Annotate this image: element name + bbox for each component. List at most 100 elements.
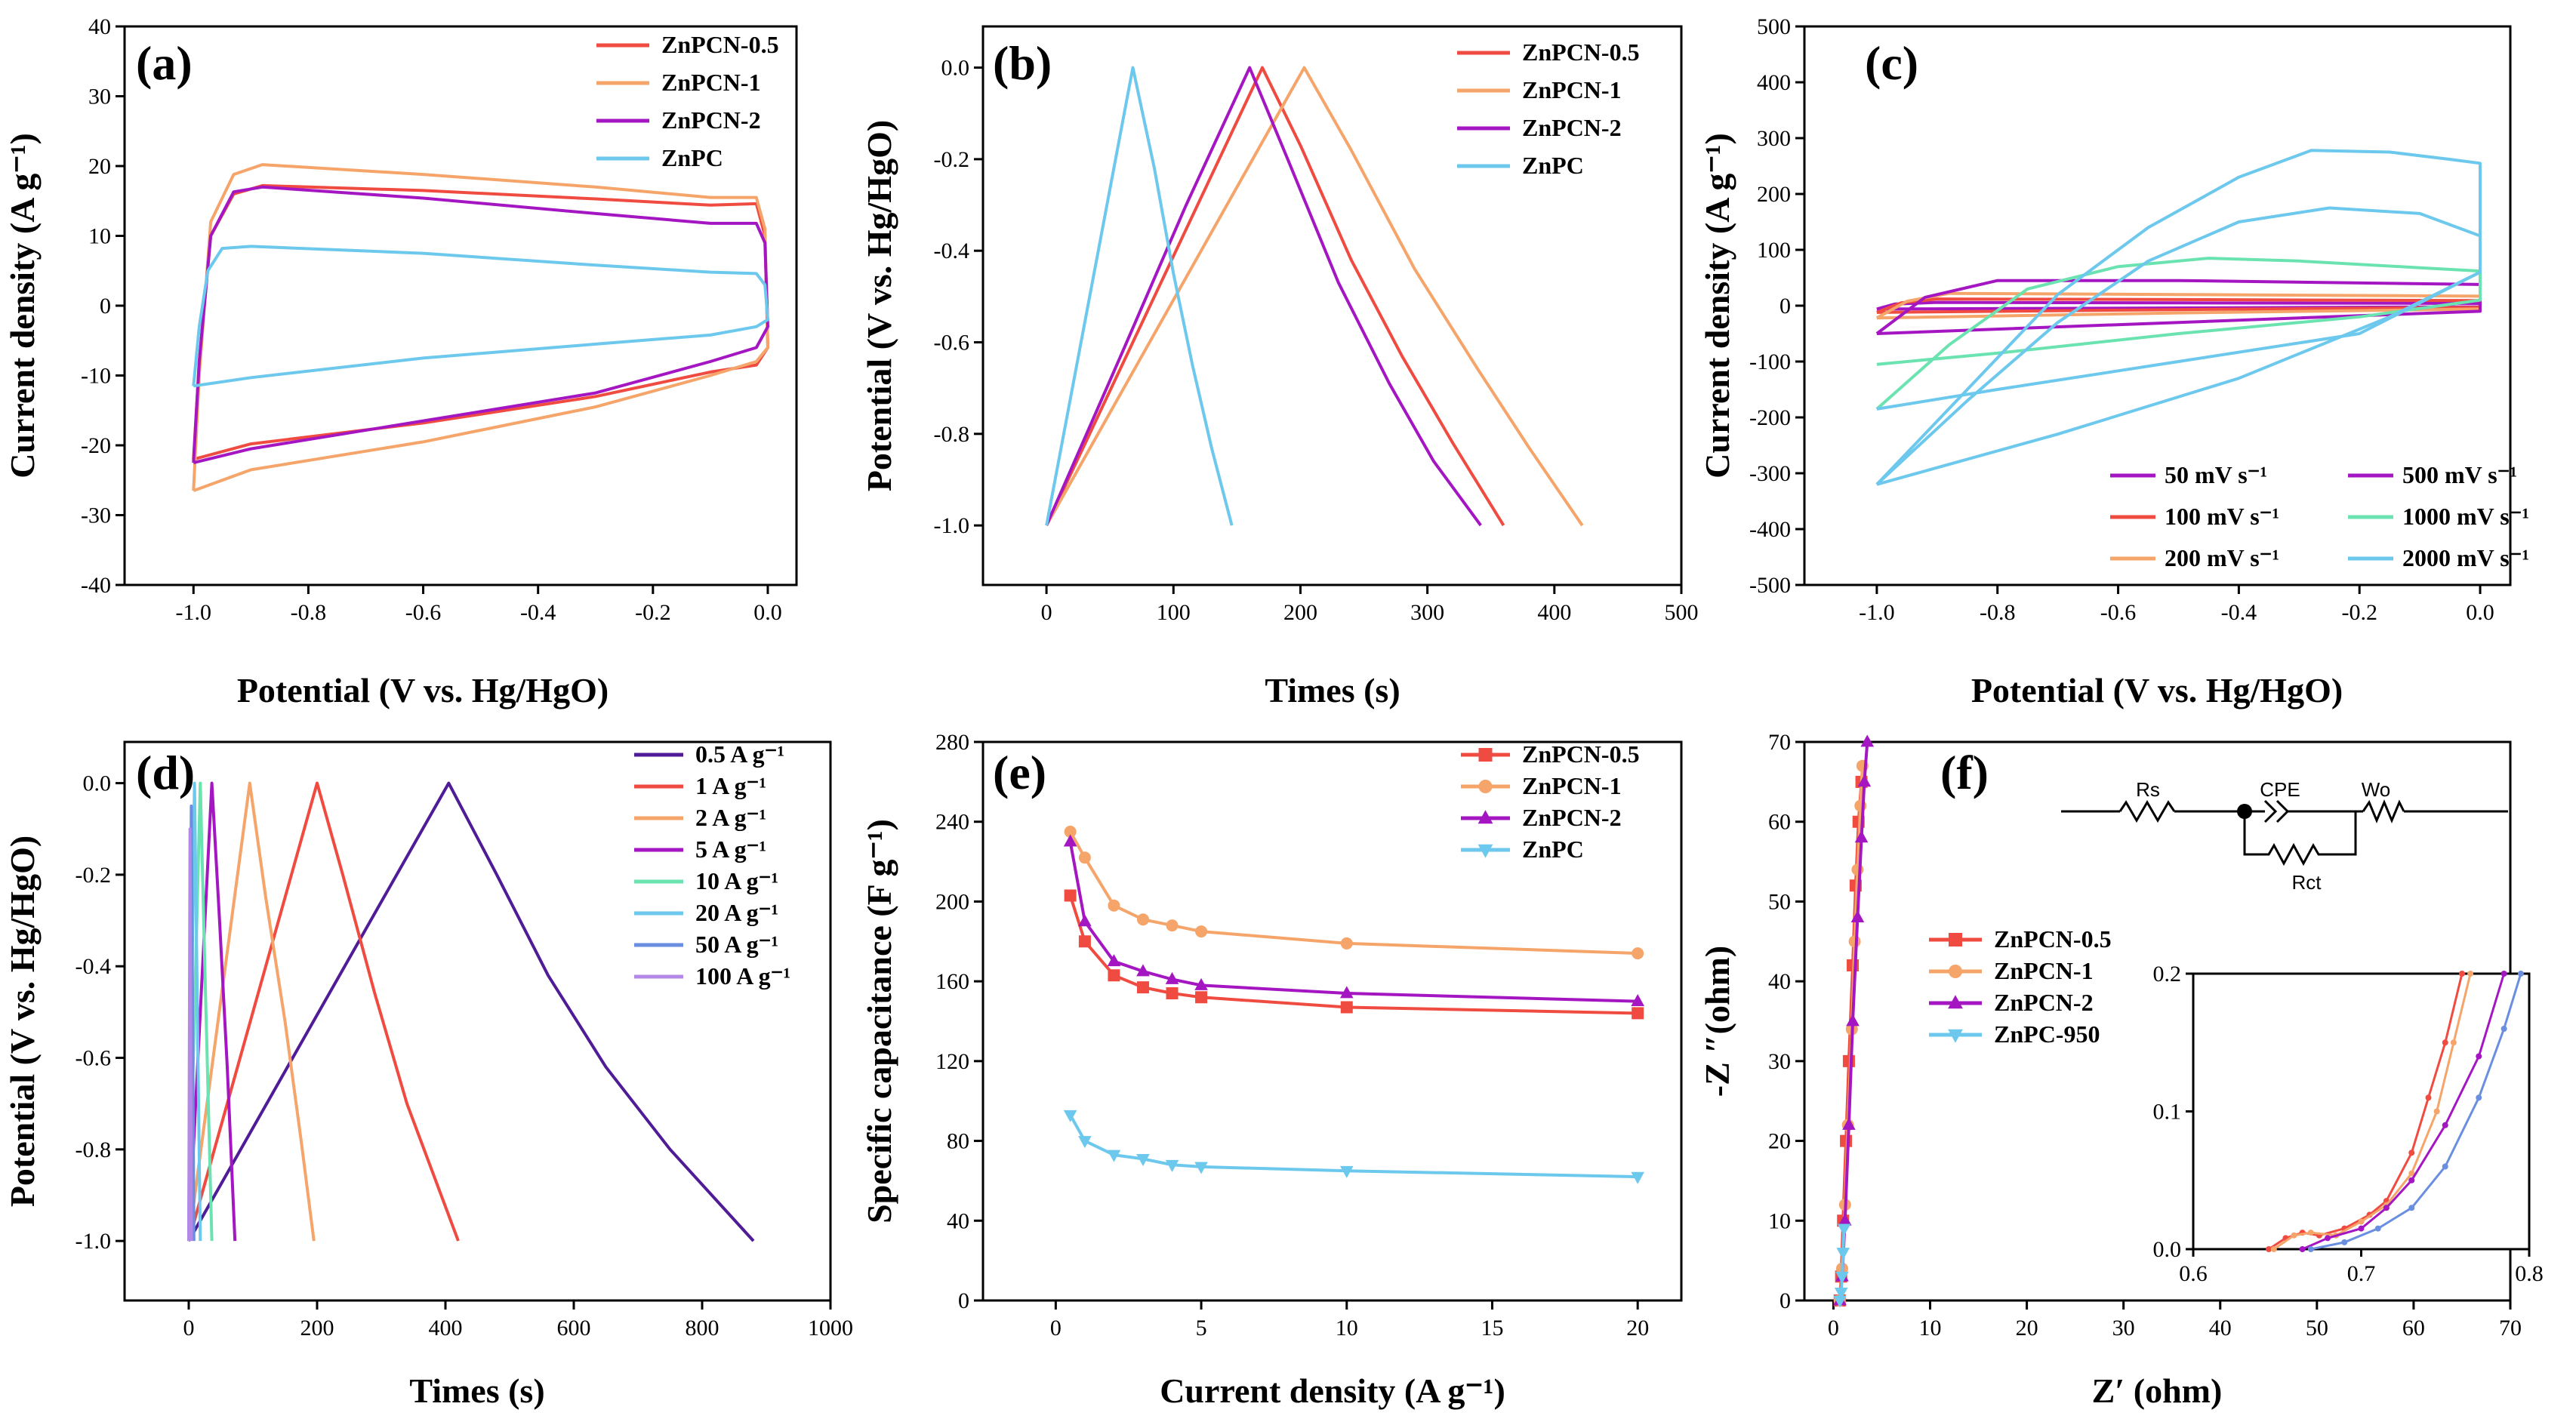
y-tick-label: 200 <box>935 889 969 914</box>
series-line-6 <box>1875 149 2482 486</box>
legend-entry: ZnPCN-1 <box>1522 76 1622 103</box>
series-line-0 <box>187 781 755 1242</box>
y-tick-label: 70 <box>1768 730 1791 755</box>
y-tick-label: -20 <box>81 433 111 458</box>
x-tick-label: 400 <box>1537 600 1571 625</box>
inset-series-line <box>2310 973 2522 1251</box>
data-point <box>1166 987 1179 999</box>
legend-marker <box>1478 810 1493 824</box>
y-axis-label: Potential (V vs. Hg/HgO) <box>3 836 42 1207</box>
data-point <box>1838 1213 1852 1226</box>
legend-entry: 50 A g⁻¹ <box>695 931 778 958</box>
x-tick-label: 800 <box>686 1316 719 1340</box>
inset-x-tick-label: 0.6 <box>2179 1261 2208 1286</box>
y-tick-label: -0.4 <box>934 239 970 263</box>
inset-data-point <box>2459 971 2465 977</box>
x-tick-label: 1000 <box>808 1316 853 1340</box>
inset-data-point <box>2450 1039 2457 1046</box>
x-tick-label: 0.0 <box>753 600 782 625</box>
x-axis-label: Times (s) <box>409 1371 544 1410</box>
y-tick-label: 30 <box>1768 1049 1791 1074</box>
panel-label: (e) <box>993 746 1046 799</box>
inset-data-point <box>2408 1205 2415 1211</box>
data-point <box>1063 1110 1077 1122</box>
data-point <box>1194 1162 1208 1174</box>
legend-marker <box>1478 748 1493 762</box>
y-tick-label: 0 <box>958 1288 969 1313</box>
x-tick-label: 10 <box>1919 1316 1942 1340</box>
inset-data-point <box>2358 1225 2365 1232</box>
inset-data-point <box>2266 1246 2272 1252</box>
y-tick-label: 50 <box>1768 889 1791 914</box>
series-line-3 <box>1875 279 2482 335</box>
y-tick-label: 0 <box>1779 1288 1791 1313</box>
data-point <box>1846 1014 1860 1026</box>
y-tick-label: -100 <box>1749 349 1791 374</box>
y-tick-label: 40 <box>88 14 111 39</box>
circuit-label: Wo <box>2362 778 2391 801</box>
x-axis-label: Potential (V vs. Hg/HgO) <box>237 671 609 709</box>
x-tick-label: 100 <box>1157 600 1191 625</box>
x-tick-label: 200 <box>1283 600 1317 625</box>
inset-data-point <box>2467 971 2474 977</box>
series-line-2 <box>187 781 316 1242</box>
x-tick-label: 0 <box>1828 1316 1839 1340</box>
inset-data-point <box>2291 1232 2297 1239</box>
x-tick-label: -1.0 <box>1859 600 1895 625</box>
legend-entry: 2 A g⁻¹ <box>695 804 766 831</box>
series-line-2 <box>1068 841 1638 1003</box>
inset-data-point <box>2433 1108 2440 1115</box>
inset-data-point <box>2408 1177 2415 1183</box>
series-line-0 <box>192 183 769 461</box>
y-tick-label: -0.4 <box>75 954 112 979</box>
x-tick-label: 40 <box>2209 1316 2232 1340</box>
series-line-2 <box>1875 291 2482 320</box>
inset-data-point <box>2358 1218 2365 1225</box>
series-line-3 <box>192 245 769 388</box>
inset-data-point <box>2383 1205 2390 1211</box>
y-tick-label: -1.0 <box>934 513 970 538</box>
y-tick-label: -1.0 <box>75 1229 112 1254</box>
plot-frame-4 <box>981 740 1683 1302</box>
legend-entry: ZnPCN-2 <box>1522 114 1622 141</box>
series-line-3 <box>1045 66 1234 526</box>
y-axis-label: Potential (V vs. Hg/HgO) <box>860 120 898 491</box>
data-point <box>1107 954 1121 967</box>
y-tick-label: -40 <box>81 573 111 598</box>
y-tick-label: 100 <box>1757 238 1791 263</box>
y-axis-label: Specific capacitance (F g⁻¹) <box>860 819 898 1223</box>
data-point <box>1063 834 1077 847</box>
legend-entry: ZnPCN-0.5 <box>1522 740 1640 768</box>
data-point <box>1078 1136 1092 1149</box>
x-tick-label: 0 <box>1041 600 1052 625</box>
legend-entry: 500 mV s⁻¹ <box>2402 461 2517 488</box>
data-point <box>1078 851 1091 864</box>
data-point <box>1860 734 1875 747</box>
inset-data-point <box>2307 1230 2314 1236</box>
plot-frame-3 <box>123 740 832 1302</box>
series-line-1 <box>192 163 769 492</box>
data-point <box>1136 1153 1150 1166</box>
legend-entry: ZnPCN-0.5 <box>1994 925 2112 953</box>
x-tick-label: -0.6 <box>2100 600 2137 625</box>
inset-data-point <box>2501 971 2507 977</box>
x-tick-label: 500 <box>1665 600 1699 625</box>
x-tick-label: 5 <box>1196 1316 1207 1340</box>
inset-data-point <box>2341 1239 2348 1245</box>
panel-label: (f) <box>1940 746 1989 799</box>
x-tick-label: 20 <box>1626 1316 1649 1340</box>
y-tick-label: -500 <box>1749 573 1791 598</box>
resistor-rct-icon <box>2243 811 2357 866</box>
y-tick-label: 200 <box>1757 182 1791 207</box>
circuit-label: Rct <box>2292 871 2322 894</box>
data-point <box>1854 830 1869 843</box>
inset-data-point <box>2374 1225 2381 1232</box>
x-tick-label: 0 <box>1050 1316 1062 1340</box>
y-tick-label: 280 <box>935 730 969 755</box>
warburg-wo-icon <box>2362 799 2405 823</box>
y-tick-label: 0 <box>100 294 111 319</box>
x-tick-label: 15 <box>1481 1316 1503 1340</box>
y-tick-label: -0.2 <box>75 863 112 888</box>
legend-entry: 100 mV s⁻¹ <box>2165 503 2279 530</box>
